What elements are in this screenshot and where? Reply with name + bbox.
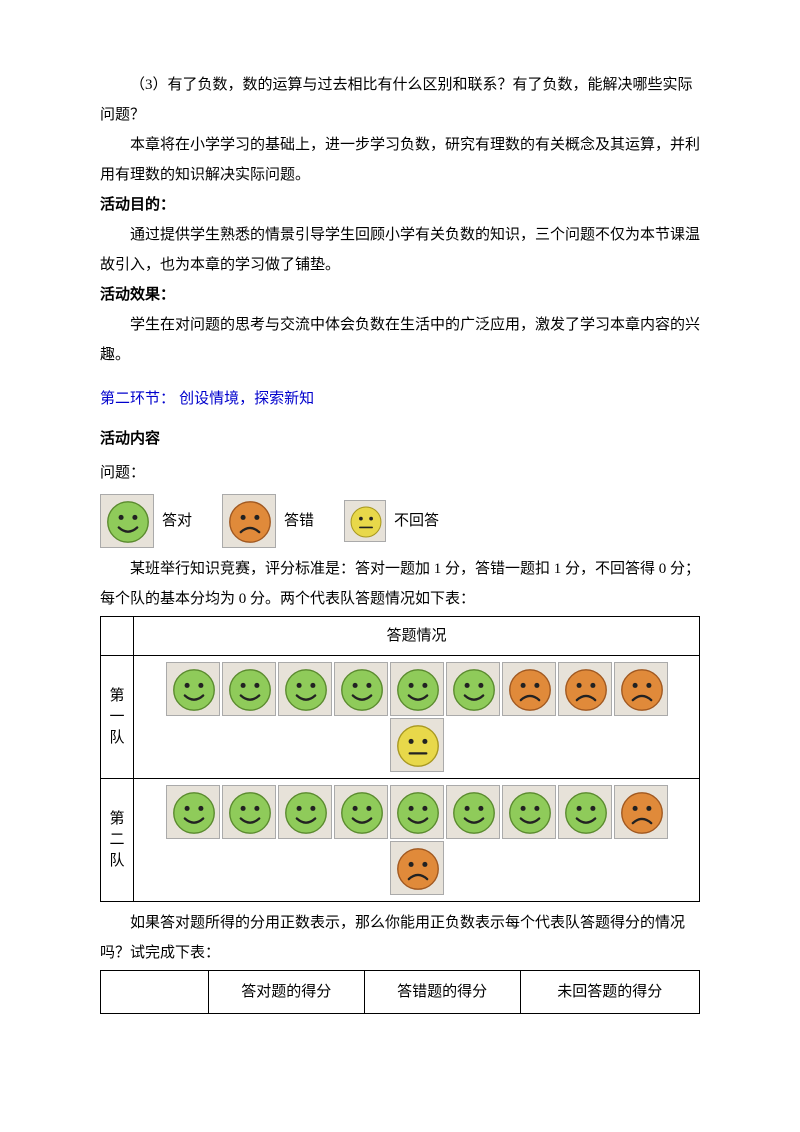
paragraph-rules: 某班举行知识竞赛，评分标准是：答对一题加 1 分，答错一题扣 1 分，不回答得 … <box>100 554 700 614</box>
team1-faces-row <box>138 662 695 772</box>
sad-face-icon <box>614 785 668 839</box>
paragraph-effect: 学生在对问题的思考与交流中体会负数在生活中的广泛应用，激发了学习本章内容的兴趣。 <box>100 310 700 370</box>
score-h2: 答错题的得分 <box>364 971 520 1014</box>
happy-face-icon <box>166 662 220 716</box>
score-h0 <box>101 971 209 1014</box>
happy-face-icon <box>390 662 444 716</box>
sad-face-icon <box>222 494 276 548</box>
heading-content: 活动内容 <box>100 424 700 454</box>
legend-noanswer: 不回答 <box>344 500 439 542</box>
team2-faces <box>134 779 700 902</box>
happy-face-icon <box>222 662 276 716</box>
score-table: 答对题的得分 答错题的得分 未回答题的得分 <box>100 970 700 1014</box>
happy-face-icon <box>390 785 444 839</box>
happy-face-icon <box>100 494 154 548</box>
sad-face-icon <box>558 662 612 716</box>
happy-face-icon <box>334 785 388 839</box>
happy-face-icon <box>446 662 500 716</box>
sad-face-icon <box>390 841 444 895</box>
team2-faces-row2 <box>138 841 695 895</box>
paragraph-intro: 本章将在小学学习的基础上，进一步学习负数，研究有理数的有关概念及其运算，并利用有… <box>100 130 700 190</box>
score-header-row: 答对题的得分 答错题的得分 未回答题的得分 <box>101 971 700 1014</box>
team1-label: 第一队 <box>101 656 134 779</box>
sad-face-icon <box>502 662 556 716</box>
legend-wrong: 答错 <box>222 494 314 548</box>
team1-faces <box>134 656 700 779</box>
table-corner <box>101 617 134 656</box>
neutral-face-icon <box>390 718 444 772</box>
legend-wrong-label: 答错 <box>284 506 314 536</box>
paragraph-task: 如果答对题所得的分用正数表示，那么你能用正负数表示每个代表队答题得分的情况吗？试… <box>100 908 700 968</box>
sad-face-icon <box>614 662 668 716</box>
answer-legend: 答对 答错 不回答 <box>100 494 700 548</box>
section-2-heading: 第二环节： 创设情境，探索新知 <box>100 384 700 414</box>
paragraph-q3: （3）有了负数，数的运算与过去相比有什么区别和联系？有了负数，能解决哪些实际问题… <box>100 70 700 130</box>
happy-face-icon <box>502 785 556 839</box>
happy-face-icon <box>166 785 220 839</box>
score-h1: 答对题的得分 <box>208 971 364 1014</box>
heading-goal: 活动目的： <box>100 190 700 220</box>
legend-correct: 答对 <box>100 494 192 548</box>
neutral-face-icon <box>344 500 386 542</box>
answer-table-header: 答题情况 <box>134 617 700 656</box>
answer-table: 答题情况 第一队 第二队 <box>100 616 700 902</box>
happy-face-icon <box>446 785 500 839</box>
paragraph-goal: 通过提供学生熟悉的情景引导学生回顾小学有关负数的知识，三个问题不仅为本节课温故引… <box>100 220 700 280</box>
heading-effect: 活动效果： <box>100 280 700 310</box>
legend-noanswer-label: 不回答 <box>394 506 439 536</box>
team2-label: 第二队 <box>101 779 134 902</box>
document-page: { "text": { "p1": "（3）有了负数，数的运算与过去相比有什么区… <box>0 0 800 1132</box>
team2-faces-row1 <box>138 785 695 839</box>
legend-correct-label: 答对 <box>162 506 192 536</box>
happy-face-icon <box>558 785 612 839</box>
happy-face-icon <box>334 662 388 716</box>
happy-face-icon <box>222 785 276 839</box>
score-h3: 未回答题的得分 <box>520 971 700 1014</box>
question-label: 问题： <box>100 458 700 488</box>
happy-face-icon <box>278 785 332 839</box>
happy-face-icon <box>278 662 332 716</box>
